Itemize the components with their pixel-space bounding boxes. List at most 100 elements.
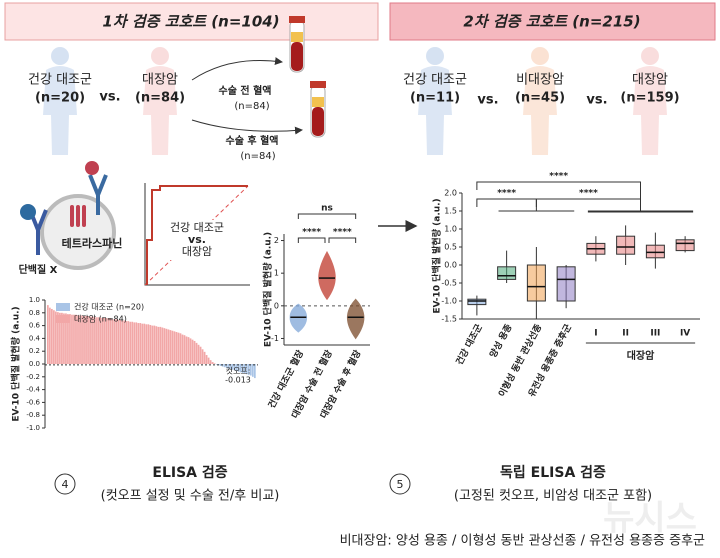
bar: [55, 311, 57, 364]
bar: [179, 333, 182, 364]
bar: [143, 323, 146, 364]
y-tick-label: -0.6: [26, 398, 40, 406]
bar: [223, 364, 226, 368]
bracket: [297, 213, 357, 219]
label: (n=20): [35, 91, 85, 106]
bar: [109, 318, 112, 364]
group-label: 대장암: [627, 349, 655, 362]
bar: [201, 349, 204, 364]
caption-subtitle: (컷오프 설정 및 수술 전/후 비교): [101, 489, 280, 504]
bar: [49, 307, 51, 364]
person-head: [531, 47, 549, 65]
label: 단백질 X: [19, 263, 58, 276]
bar: [85, 316, 87, 364]
tube-blood: [291, 42, 303, 71]
bar: [163, 328, 166, 364]
bar: [105, 317, 107, 364]
significance: ****: [333, 228, 352, 238]
bar: [91, 316, 93, 364]
y-tick-label: -0.2: [26, 373, 40, 381]
violin: [346, 298, 365, 340]
bar: [103, 317, 105, 364]
y-tick-label: 0.0: [29, 360, 40, 368]
y-tick-label: -1.5: [441, 315, 457, 324]
bar: [173, 331, 176, 364]
label: vs.: [188, 233, 206, 246]
y-tick-label: 0.8: [29, 309, 40, 317]
bar: [199, 346, 202, 364]
banner-title: 1차 검증 코호트 (n=104): [102, 13, 279, 31]
bracket: [476, 181, 641, 212]
x-tick-label: 양성 용종: [487, 322, 515, 360]
bar: [47, 305, 49, 364]
bar: [185, 336, 188, 364]
bar: [127, 321, 130, 364]
y-tick-label: -0.5: [441, 279, 457, 288]
label: (n=84): [240, 151, 275, 162]
bar: [111, 319, 114, 364]
violin: [318, 250, 336, 301]
bar: [227, 364, 230, 369]
person-head: [641, 47, 659, 65]
person-head: [426, 47, 444, 65]
y-tick-label: 2.0: [444, 189, 457, 198]
bar: [183, 335, 186, 364]
bar: [121, 320, 124, 364]
annotation: -0.013: [225, 376, 251, 385]
y-axis-label: EV-10 단백질 발현량 (a.u.): [10, 306, 22, 421]
bracket: [476, 198, 537, 211]
bar: [61, 312, 63, 364]
bar: [203, 351, 206, 364]
bar: [119, 319, 122, 364]
tube-serum: [312, 97, 324, 107]
legend-swatch: [56, 303, 70, 311]
tube-cap: [310, 81, 326, 88]
arrow: [191, 57, 283, 81]
label: vs.: [99, 90, 120, 105]
box: [645, 244, 665, 259]
box: [616, 235, 636, 255]
x-tick-label: III: [650, 329, 660, 339]
person-body: [418, 66, 452, 155]
label: (n=45): [515, 91, 565, 106]
significance: ****: [302, 228, 321, 238]
y-tick-label: 0.2: [29, 347, 40, 355]
bar: [235, 364, 238, 372]
bar: [129, 321, 132, 364]
bracket: [328, 237, 357, 243]
bar: [213, 363, 216, 364]
bar: [73, 314, 75, 364]
banner-title: 2차 검증 코호트 (n=215): [463, 13, 640, 31]
bar: [167, 329, 170, 364]
bar: [181, 334, 184, 364]
significance: ****: [549, 172, 568, 182]
label: 건강 대조군: [170, 221, 224, 234]
y-tick-label: 1.0: [444, 225, 457, 234]
significance: ns: [321, 204, 333, 214]
label: (n=84): [234, 101, 269, 112]
bar: [195, 342, 198, 364]
box: [556, 266, 576, 302]
bar: [87, 316, 89, 364]
roc-label-bg: [160, 220, 235, 260]
legend-label: 건강 대조군 (n=20): [74, 302, 144, 312]
bar: [169, 330, 172, 364]
bar: [69, 314, 71, 364]
label: 대장암: [142, 73, 178, 88]
violin: [289, 303, 308, 333]
bar: [239, 364, 242, 373]
person-head: [151, 47, 169, 65]
box: [526, 264, 546, 302]
bar: [107, 318, 109, 364]
label: (n=84): [135, 91, 185, 106]
person-body: [633, 66, 667, 155]
bar: [237, 364, 240, 372]
legend-swatch: [56, 315, 70, 323]
significance: ****: [497, 189, 516, 199]
bar: [247, 364, 250, 375]
bar: [151, 325, 154, 364]
bar: [79, 315, 81, 364]
y-axis-label: EV-10 단백질 발현량 (a.u.): [431, 198, 443, 313]
bar: [77, 315, 79, 364]
